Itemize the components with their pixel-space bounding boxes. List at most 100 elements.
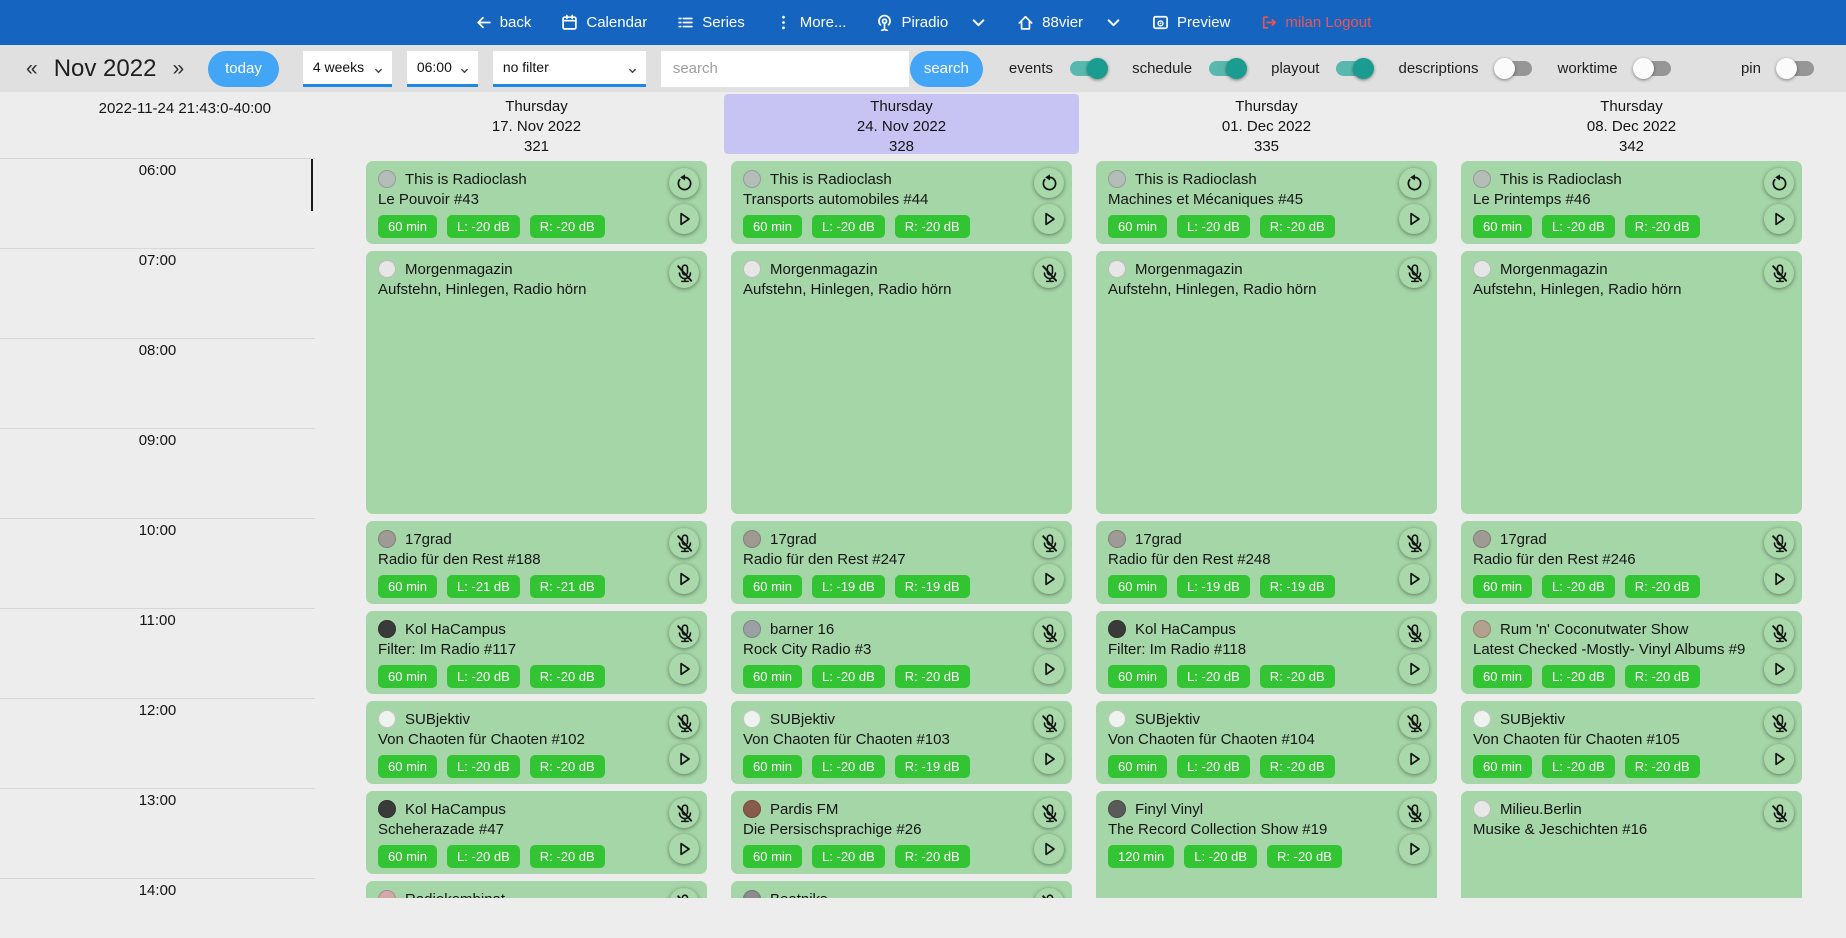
play-button[interactable] xyxy=(1034,744,1064,774)
event-card[interactable]: This is Radioclash Le Pouvoir #43 60 min… xyxy=(366,161,707,244)
event-card[interactable]: 17grad Radio für den Rest #246 60 min L:… xyxy=(1461,521,1802,604)
day-column-header[interactable]: Thursday 01. Dec 2022 335 xyxy=(1089,94,1444,155)
event-card[interactable]: SUBjektiv Von Chaoten für Chaoten #104 6… xyxy=(1096,701,1437,784)
range-select[interactable]: 4 weeks xyxy=(302,50,392,87)
play-button[interactable] xyxy=(1399,834,1429,864)
next-month-button[interactable]: » xyxy=(162,57,194,81)
nav-item-preview[interactable]: Preview xyxy=(1152,14,1230,31)
prev-month-button[interactable]: « xyxy=(16,57,48,81)
event-card[interactable]: Finyl Vinyl The Record Collection Show #… xyxy=(1096,791,1437,898)
play-button[interactable] xyxy=(1034,204,1064,234)
event-card[interactable]: Kol HaCampus Scheherazade #47 60 min L: … xyxy=(366,791,707,874)
event-card[interactable]: Kol HaCampus Filter: Im Radio #117 60 mi… xyxy=(366,611,707,694)
replay-button[interactable] xyxy=(1399,168,1429,198)
replay-button[interactable] xyxy=(1764,168,1794,198)
start-time-select[interactable]: 06:00 xyxy=(406,50,478,87)
day-column-header[interactable]: Thursday 17. Nov 2022 321 xyxy=(359,94,714,155)
mic-off-button[interactable] xyxy=(669,528,699,558)
play-button[interactable] xyxy=(1034,654,1064,684)
toggle-events[interactable] xyxy=(1070,58,1109,79)
nav-item-calendar[interactable]: Calendar xyxy=(561,14,647,31)
mic-off-button[interactable] xyxy=(1764,618,1794,648)
event-card[interactable]: barner 16 Rock City Radio #3 60 min L: -… xyxy=(731,611,1072,694)
toggle-descriptions[interactable] xyxy=(1493,58,1532,79)
nav-item-piradio[interactable]: Piradio xyxy=(876,14,987,31)
event-card[interactable]: Milieu.Berlin Musike & Jeschichten #16 xyxy=(1461,791,1802,898)
toggle-playout[interactable] xyxy=(1336,58,1375,79)
chevron-down-icon[interactable] xyxy=(970,14,987,31)
mic-off-button[interactable] xyxy=(1034,258,1064,288)
replay-button[interactable] xyxy=(1034,168,1064,198)
calendar-viewport[interactable]: 2022-11-24 21:43:0-40:00 06:00 07:00 08:00… xyxy=(0,92,1846,898)
play-button[interactable] xyxy=(1399,744,1429,774)
play-button[interactable] xyxy=(669,654,699,684)
mic-off-button[interactable] xyxy=(1399,258,1429,288)
event-card[interactable]: This is Radioclash Machines et Mécanique… xyxy=(1096,161,1437,244)
mic-off-button[interactable] xyxy=(1034,528,1064,558)
event-card[interactable]: 17grad Radio für den Rest #188 60 min L:… xyxy=(366,521,707,604)
play-button[interactable] xyxy=(669,744,699,774)
play-button[interactable] xyxy=(1034,834,1064,864)
play-button[interactable] xyxy=(669,834,699,864)
play-button[interactable] xyxy=(669,564,699,594)
play-button[interactable] xyxy=(1399,654,1429,684)
event-card[interactable]: Morgenmagazin Aufstehn, Hinlegen, Radio … xyxy=(1461,251,1802,514)
event-card[interactable]: 17grad Radio für den Rest #248 60 min L:… xyxy=(1096,521,1437,604)
event-card[interactable]: Morgenmagazin Aufstehn, Hinlegen, Radio … xyxy=(731,251,1072,514)
event-card[interactable]: Pardis FM Die Persischsprachige #26 60 m… xyxy=(731,791,1072,874)
mic-off-button[interactable] xyxy=(1764,528,1794,558)
mic-off-button[interactable] xyxy=(669,258,699,288)
toggle-schedule[interactable] xyxy=(1209,58,1248,79)
mic-off-button[interactable] xyxy=(669,798,699,828)
mic-off-button[interactable] xyxy=(1764,708,1794,738)
play-button[interactable] xyxy=(1034,564,1064,594)
nav-item-back[interactable]: back xyxy=(475,14,531,31)
search-button[interactable]: search xyxy=(909,50,983,87)
event-card[interactable]: Morgenmagazin Aufstehn, Hinlegen, Radio … xyxy=(1096,251,1437,514)
today-button[interactable]: today xyxy=(208,50,279,87)
mic-off-button[interactable] xyxy=(1399,798,1429,828)
event-card[interactable]: Beatniks xyxy=(731,881,1072,898)
mic-off-button[interactable] xyxy=(1399,708,1429,738)
event-card[interactable]: SUBjektiv Von Chaoten für Chaoten #102 6… xyxy=(366,701,707,784)
day-column-header[interactable]: Thursday 24. Nov 2022 328 xyxy=(724,94,1079,155)
toggle-pin[interactable] xyxy=(1776,58,1814,79)
search-input[interactable] xyxy=(660,50,909,87)
play-button[interactable] xyxy=(1764,654,1794,684)
play-button[interactable] xyxy=(1399,204,1429,234)
mic-off-button[interactable] xyxy=(1764,798,1794,828)
replay-button[interactable] xyxy=(669,168,699,198)
play-button[interactable] xyxy=(1764,744,1794,774)
event-card[interactable]: Radiokombinat xyxy=(366,881,707,898)
mic-off-button[interactable] xyxy=(1034,798,1064,828)
mic-off-button[interactable] xyxy=(1399,618,1429,648)
mic-off-button[interactable] xyxy=(1034,618,1064,648)
nav-item-milan-logout[interactable]: milan Logout xyxy=(1260,14,1371,31)
day-column-header[interactable]: Thursday 08. Dec 2022 342 xyxy=(1454,94,1809,155)
event-card[interactable]: This is Radioclash Le Printemps #46 60 m… xyxy=(1461,161,1802,244)
mic-off-button[interactable] xyxy=(1034,708,1064,738)
event-card[interactable]: 17grad Radio für den Rest #247 60 min L:… xyxy=(731,521,1072,604)
month-title[interactable]: Nov 2022 xyxy=(53,54,157,82)
event-card[interactable]: Morgenmagazin Aufstehn, Hinlegen, Radio … xyxy=(366,251,707,514)
event-card[interactable]: Kol HaCampus Filter: Im Radio #118 60 mi… xyxy=(1096,611,1437,694)
mic-off-button[interactable] xyxy=(669,618,699,648)
event-card[interactable]: SUBjektiv Von Chaoten für Chaoten #103 6… xyxy=(731,701,1072,784)
nav-item-series[interactable]: Series xyxy=(677,14,745,31)
mic-off-button[interactable] xyxy=(669,888,699,898)
play-button[interactable] xyxy=(669,204,699,234)
event-card[interactable]: Rum 'n' Coconutwater Show Latest Checked… xyxy=(1461,611,1802,694)
filter-select[interactable]: no filter xyxy=(492,50,646,87)
mic-off-button[interactable] xyxy=(669,708,699,738)
event-card[interactable]: This is Radioclash Transports automobile… xyxy=(731,161,1072,244)
mic-off-button[interactable] xyxy=(1764,258,1794,288)
nav-item-88vier[interactable]: 88vier xyxy=(1017,14,1122,31)
mic-off-button[interactable] xyxy=(1034,888,1064,898)
play-button[interactable] xyxy=(1399,564,1429,594)
play-button[interactable] xyxy=(1764,564,1794,594)
event-card[interactable]: SUBjektiv Von Chaoten für Chaoten #105 6… xyxy=(1461,701,1802,784)
chevron-down-icon[interactable] xyxy=(1105,14,1122,31)
play-button[interactable] xyxy=(1764,204,1794,234)
mic-off-button[interactable] xyxy=(1399,528,1429,558)
nav-item-more-[interactable]: More... xyxy=(775,14,846,31)
